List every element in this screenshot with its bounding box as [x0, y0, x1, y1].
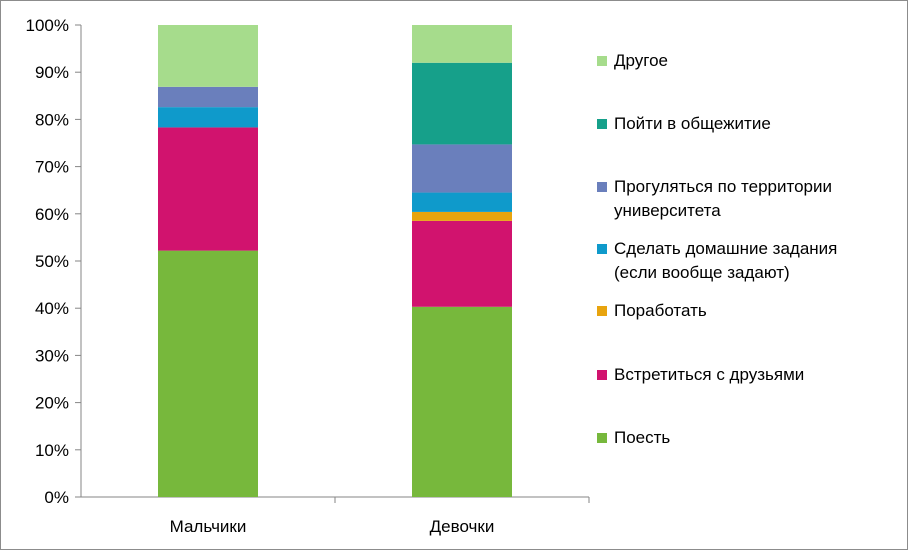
legend-swatch	[597, 119, 607, 129]
bar-segment	[158, 127, 258, 251]
legend-swatch	[597, 244, 607, 254]
legend-label: Пойти в общежитие	[614, 114, 771, 133]
y-tick-label: 40%	[35, 299, 69, 318]
legend-label: Поработать	[614, 301, 707, 320]
y-tick-label: 50%	[35, 252, 69, 271]
legend-label: Поесть	[614, 428, 671, 447]
legend-swatch	[597, 306, 607, 316]
y-tick-label: 10%	[35, 441, 69, 460]
legend: Другое Пойти в общежитие Прогуляться по те…	[597, 1, 897, 549]
bar-segment	[412, 144, 512, 193]
bar-segment	[158, 25, 258, 87]
y-tick-label: 100%	[26, 16, 69, 35]
bar-segment	[412, 211, 512, 221]
bar-segment	[158, 250, 258, 497]
bar-segment	[412, 192, 512, 212]
bar-segment	[158, 107, 258, 128]
x-tick-label: Мальчики	[170, 517, 247, 536]
legend-swatch	[597, 433, 607, 443]
y-tick-label: 30%	[35, 346, 69, 365]
y-tick-label: 0%	[44, 488, 69, 507]
legend-label: Встретиться с друзьями	[614, 365, 805, 384]
bar-segment	[412, 220, 512, 307]
y-tick-label: 20%	[35, 394, 69, 413]
y-tick-label: 80%	[35, 110, 69, 129]
bar-segment	[412, 306, 512, 497]
legend-swatch	[597, 370, 607, 380]
legend-swatch	[597, 182, 607, 192]
legend-label: Другое	[614, 51, 669, 70]
legend-swatch	[597, 56, 607, 66]
y-tick-label: 90%	[35, 63, 69, 82]
tick-labels: 0% 10% 20% 30% 40% 50% 60% 70% 80% 90% 100% Мальчик…	[26, 16, 495, 536]
y-tick-label: 60%	[35, 205, 69, 224]
legend-label: Прогуляться по территории университета	[614, 177, 832, 220]
bar-segment	[158, 86, 258, 108]
legend-label: Сделать домашние задания (если вообще за…	[614, 239, 838, 282]
bars	[158, 25, 512, 497]
x-tick-label: Девочки	[430, 517, 495, 536]
bar-segment	[412, 25, 512, 63]
y-tick-label: 70%	[35, 158, 69, 177]
bar-segment	[412, 62, 512, 145]
